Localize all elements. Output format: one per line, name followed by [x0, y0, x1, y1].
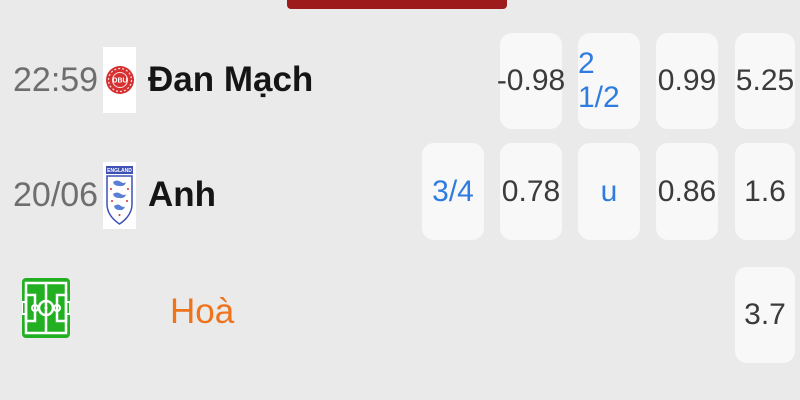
odds-value: 5.25: [735, 64, 795, 97]
odds-cell[interactable]: u: [578, 143, 640, 240]
svg-text:ENGLAND: ENGLAND: [107, 168, 132, 174]
kickoff-date: 20/06: [13, 176, 99, 214]
kickoff-time: 22:59: [13, 61, 99, 99]
odds-cell[interactable]: 0.86: [656, 143, 718, 240]
football-pitch-icon: [21, 278, 71, 338]
draw-label: Hoà: [170, 292, 235, 331]
odds-value: 0.78: [501, 174, 561, 208]
odds-cell[interactable]: -0.98: [496, 33, 566, 129]
odds-value: 0.86: [657, 174, 717, 208]
odds-value: -0.98: [496, 64, 566, 97]
denmark-crest-icon: DBU: [103, 47, 136, 113]
away-team-name: Anh: [148, 175, 217, 214]
odds-value: 2 1/2: [578, 47, 620, 114]
svg-text:DBU: DBU: [112, 78, 127, 85]
odds-cell[interactable]: 3.7: [735, 267, 795, 363]
odds-cell[interactable]: 5.25: [735, 33, 795, 129]
england-crest-icon: ENGLAND: [103, 162, 136, 229]
odds-value: 3.7: [744, 298, 786, 331]
odds-value: u: [600, 174, 618, 208]
odds-value: 0.99: [657, 64, 717, 97]
odds-cell[interactable]: 0.99: [656, 33, 718, 129]
odds-value: 1.6: [744, 174, 786, 208]
odds-cell[interactable]: 2 1/2: [578, 33, 640, 129]
ticker-bar: [287, 0, 507, 9]
odds-cell[interactable]: 3/4: [422, 143, 484, 240]
odds-value: 3/4: [432, 174, 474, 208]
home-team-name: Đan Mạch: [148, 60, 314, 99]
odds-cell[interactable]: 1.6: [735, 143, 795, 240]
odds-cell[interactable]: 0.78: [500, 143, 562, 240]
